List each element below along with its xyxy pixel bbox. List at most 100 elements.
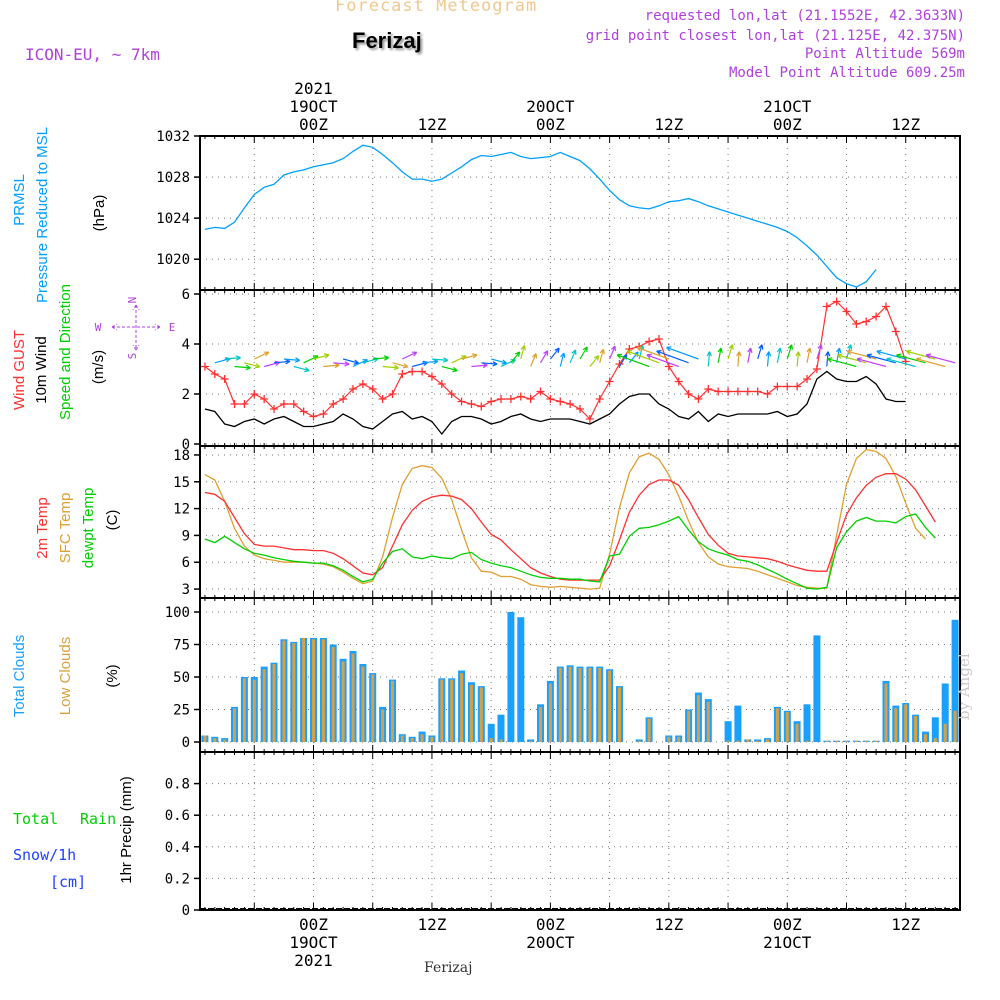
- y-tick-label: 0.2: [165, 871, 190, 887]
- gust-marker: [724, 387, 733, 396]
- compass-west: W: [95, 321, 102, 334]
- low-cloud-bar: [440, 679, 444, 742]
- pressure-ylabel-2: Pressure Reduced to MSL: [34, 127, 51, 303]
- low-cloud-bar: [904, 704, 908, 742]
- wind-arrow: [441, 365, 458, 373]
- y-tick-label: 0: [182, 437, 190, 453]
- low-cloud-bar: [864, 740, 868, 742]
- clouds-ylabel-low: Low Clouds: [57, 637, 74, 715]
- low-cloud-bar: [588, 667, 592, 742]
- low-cloud-bar: [233, 708, 236, 742]
- wind-arrow: [876, 349, 906, 360]
- total-cloud-bar: [517, 617, 525, 742]
- low-cloud-bar: [361, 666, 365, 742]
- low-cloud-bar: [618, 687, 621, 742]
- wind-arrow: [886, 357, 916, 368]
- wind-arrow: [530, 353, 537, 367]
- total-cloud-bar: [813, 635, 821, 742]
- precip-ylabel-unit: 1hr Precip (mm): [118, 776, 135, 884]
- gust-marker: [230, 400, 239, 408]
- wind-arrow: [925, 353, 956, 364]
- gust-marker: [210, 370, 219, 378]
- low-cloud-bar: [608, 670, 612, 742]
- bottom-time-label: 21OCT: [763, 933, 812, 952]
- total-cloud-bar: [734, 705, 742, 742]
- low-cloud-bar: [578, 667, 582, 742]
- total-cloud-bar: [803, 704, 811, 742]
- low-cloud-bar: [252, 679, 256, 742]
- pressure-ylabel-unit: (hPa): [91, 195, 108, 232]
- low-cloud-bar: [400, 735, 404, 742]
- top-time-label: 21OCT: [763, 97, 812, 116]
- wind-arrow: [747, 347, 753, 363]
- gust-marker: [862, 317, 871, 326]
- gust-marker: [753, 387, 762, 396]
- wind-arrow: [609, 345, 616, 360]
- temp-ylabel-unit: (C): [104, 510, 121, 531]
- wind-arrow: [372, 355, 390, 361]
- low-cloud-bar: [637, 740, 641, 742]
- gust-marker: [773, 382, 782, 391]
- gust-marker: [319, 410, 328, 418]
- temp-ylabel-dewpt: dewpt Temp: [80, 488, 97, 569]
- low-cloud-bar: [272, 664, 276, 742]
- top-time-label: 12Z: [891, 115, 920, 134]
- grid-point-coords: grid point closest lon,lat (21.125E, 42.…: [585, 28, 965, 44]
- pressure-ylabel-1: PRMSL: [11, 174, 28, 226]
- low-cloud-bar: [479, 687, 483, 742]
- location-name: Ferizaj: [352, 28, 422, 53]
- gust-marker: [467, 400, 476, 408]
- wind-arrow: [303, 355, 319, 364]
- wind-arrow: [323, 362, 340, 369]
- precip-label-total: Total: [13, 810, 58, 828]
- low-cloud-bar: [381, 709, 385, 742]
- y-tick-label: 0: [182, 903, 190, 919]
- compass-east: E: [169, 321, 176, 334]
- gust-marker: [348, 385, 357, 393]
- y-tick-label: 1032: [156, 129, 190, 145]
- temperature-frame: [199, 445, 961, 599]
- gust-marker: [270, 405, 279, 413]
- wind-arrow: [273, 359, 291, 365]
- low-cloud-bar: [489, 738, 493, 742]
- low-cloud-bar: [785, 712, 789, 742]
- gust-marker: [842, 307, 851, 316]
- gust-marker: [674, 377, 683, 386]
- y-tick-label: 25: [173, 703, 190, 719]
- total-cloud-bar: [487, 723, 495, 742]
- gust-marker: [812, 365, 821, 373]
- gust-marker: [200, 362, 209, 371]
- low-cloud-bar: [242, 678, 246, 742]
- bottom-time-label: 20OCT: [526, 933, 575, 952]
- wind-arrow: [491, 358, 507, 365]
- total-cloud-bar: [497, 714, 505, 742]
- temp2m-line: [204, 473, 936, 581]
- wind-arrow: [510, 351, 521, 364]
- low-cloud-bar: [647, 718, 651, 742]
- low-cloud-bar: [223, 739, 227, 742]
- precip-label-snow: Snow/1h: [13, 846, 76, 864]
- pressure-line: [204, 144, 877, 288]
- wind-arrow: [579, 346, 588, 360]
- low-cloud-bar: [499, 739, 503, 742]
- wind-arrow: [656, 350, 689, 364]
- y-tick-label: 9: [182, 528, 190, 544]
- low-cloud-bar: [282, 640, 286, 742]
- gust-marker: [279, 400, 288, 408]
- low-cloud-bar: [539, 706, 542, 742]
- low-cloud-bar: [677, 736, 681, 742]
- top-time-label: 12Z: [417, 115, 446, 134]
- y-tick-label: 18: [173, 448, 190, 464]
- low-cloud-bar: [667, 736, 671, 742]
- low-cloud-bar: [924, 734, 927, 742]
- y-tick-label: 12: [173, 502, 190, 518]
- wind-arrow: [224, 355, 241, 361]
- gust-marker: [299, 407, 308, 416]
- wind-arrow: [915, 357, 946, 368]
- gust-marker: [832, 297, 841, 306]
- total-cloud-bar: [507, 612, 515, 742]
- low-cloud-bar: [805, 740, 809, 742]
- low-cloud-bar: [203, 735, 207, 742]
- total-cloud-bar: [724, 721, 732, 742]
- y-tick-label: 4: [182, 337, 190, 353]
